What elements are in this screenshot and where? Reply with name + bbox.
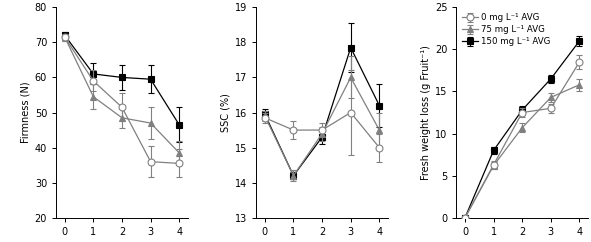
- Y-axis label: Firmness (N): Firmness (N): [21, 82, 31, 143]
- Y-axis label: SSC (%): SSC (%): [220, 93, 230, 132]
- Legend: 0 mg L⁻¹ AVG, 75 mg L⁻¹ AVG, 150 mg L⁻¹ AVG: 0 mg L⁻¹ AVG, 75 mg L⁻¹ AVG, 150 mg L⁻¹ …: [461, 12, 553, 48]
- Y-axis label: Fresh weight loss (g Fruit⁻¹): Fresh weight loss (g Fruit⁻¹): [421, 45, 431, 180]
